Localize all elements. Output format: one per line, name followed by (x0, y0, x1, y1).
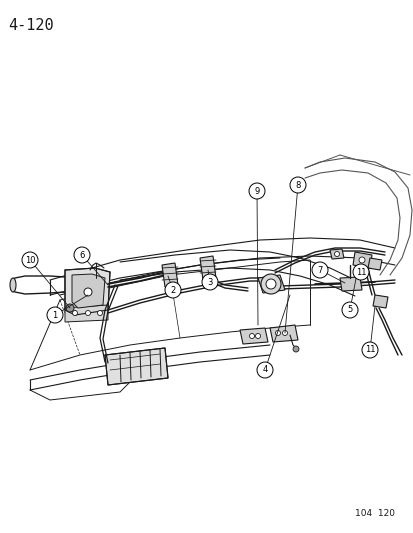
Text: 7: 7 (316, 265, 322, 274)
Text: 4-120: 4-120 (8, 18, 54, 33)
Circle shape (289, 177, 305, 193)
Polygon shape (352, 252, 371, 268)
Circle shape (85, 311, 90, 316)
Circle shape (311, 262, 327, 278)
Circle shape (341, 302, 357, 318)
Polygon shape (240, 328, 267, 344)
Text: 11: 11 (355, 268, 366, 277)
Circle shape (358, 257, 364, 263)
Polygon shape (339, 277, 361, 291)
Circle shape (334, 252, 339, 256)
Text: 9: 9 (254, 187, 259, 196)
Circle shape (292, 346, 298, 352)
Text: 3: 3 (207, 278, 212, 287)
Circle shape (249, 334, 254, 338)
Circle shape (72, 311, 77, 316)
Polygon shape (372, 295, 387, 308)
Circle shape (47, 307, 63, 323)
Circle shape (165, 282, 180, 298)
Circle shape (66, 304, 74, 312)
Polygon shape (72, 274, 105, 308)
Circle shape (352, 264, 368, 280)
Circle shape (282, 330, 287, 335)
Circle shape (84, 288, 92, 296)
Polygon shape (65, 305, 108, 322)
Circle shape (22, 252, 38, 268)
Text: 8: 8 (294, 181, 300, 190)
Text: 2: 2 (170, 286, 175, 295)
Polygon shape (65, 268, 110, 315)
Polygon shape (269, 325, 297, 342)
Circle shape (275, 330, 280, 335)
Polygon shape (161, 263, 178, 287)
Polygon shape (329, 249, 343, 259)
Text: 11: 11 (364, 345, 374, 354)
Polygon shape (105, 348, 168, 385)
Circle shape (74, 247, 90, 263)
Circle shape (255, 334, 260, 338)
Circle shape (266, 279, 275, 289)
Circle shape (361, 342, 377, 358)
Text: 4: 4 (262, 366, 267, 375)
Circle shape (260, 274, 280, 294)
Circle shape (202, 274, 218, 290)
Text: 1: 1 (52, 311, 57, 319)
Circle shape (256, 362, 272, 378)
Text: 104  120: 104 120 (354, 509, 394, 518)
Text: 5: 5 (347, 305, 352, 314)
Circle shape (97, 311, 102, 316)
Ellipse shape (10, 278, 16, 292)
Circle shape (248, 183, 264, 199)
Text: 10: 10 (25, 255, 35, 264)
Polygon shape (257, 275, 284, 293)
Text: 6: 6 (79, 251, 85, 260)
Polygon shape (199, 256, 216, 280)
Polygon shape (367, 258, 381, 270)
